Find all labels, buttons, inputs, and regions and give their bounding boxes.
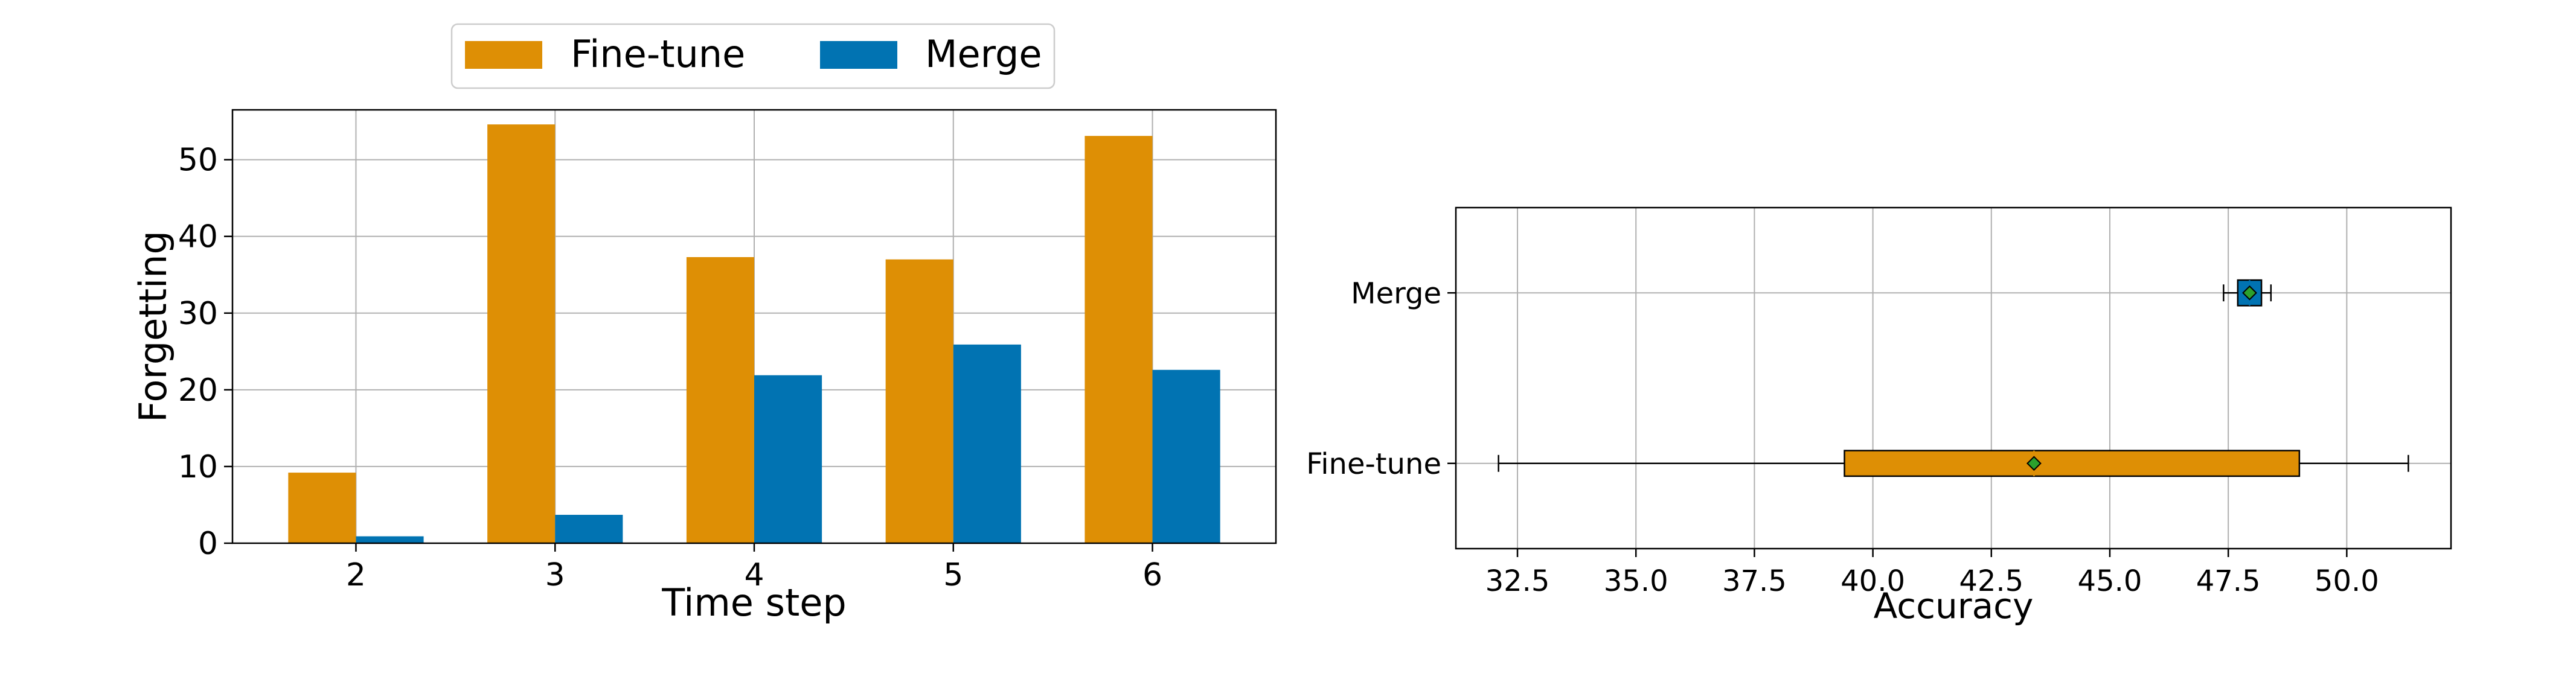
box-plot-x-tick-label: 50.0 bbox=[2315, 564, 2379, 598]
bar-chart-x-tick-label: 4 bbox=[744, 557, 764, 593]
box-plot-frame bbox=[1455, 206, 2452, 550]
bar-finetune-4 bbox=[686, 257, 754, 543]
legend-label-merge: Merge bbox=[925, 32, 1042, 76]
bar-chart-x-tick-label: 2 bbox=[346, 557, 366, 593]
bar-chart-y-tick-label: 50 bbox=[178, 142, 218, 179]
bar-finetune-3 bbox=[487, 124, 556, 543]
bar-chart-y-axis-label: Forgetting bbox=[131, 231, 175, 422]
bar-chart-x-tick-label: 6 bbox=[1142, 557, 1162, 593]
legend-frame bbox=[450, 23, 1056, 89]
box-plot-x-tick-label: 47.5 bbox=[2196, 564, 2261, 598]
bar-chart-y-tick-label: 10 bbox=[178, 449, 218, 485]
legend-swatch-merge bbox=[820, 41, 897, 69]
mean-marker-finetune bbox=[2026, 456, 2042, 471]
box-plot-x-tick-label: 32.5 bbox=[1485, 564, 1550, 598]
forgetting-bar-chart: 0 10 20 30 40 50 2 3 4 5 6 Time step Forgetting F… bbox=[131, 23, 1277, 625]
bar-chart-y-tick-label: 0 bbox=[198, 526, 218, 562]
box-plot-grid bbox=[1456, 208, 2451, 549]
bar-finetune-2 bbox=[288, 473, 356, 543]
box-plot-x-tick-label: 45.0 bbox=[2078, 564, 2142, 598]
box-plot-x-axis-label: Accuracy bbox=[1874, 585, 2034, 626]
bar-chart-x-tick-label: 3 bbox=[545, 557, 565, 593]
bar-chart-legend: Fine-tune Merge bbox=[450, 23, 1056, 89]
box-plot-x-tick-label: 35.0 bbox=[1604, 564, 1668, 598]
bar-chart-y-tick-label: 30 bbox=[178, 296, 218, 332]
bar-chart-y-tick-label: 20 bbox=[178, 372, 218, 409]
box-finetune bbox=[1844, 450, 2301, 477]
bar-merge-2 bbox=[356, 536, 424, 543]
box-plot-y-tick-label: Merge bbox=[1351, 276, 1441, 310]
bar-chart-x-axis-label: Time step bbox=[661, 581, 847, 625]
bar-merge-5 bbox=[953, 344, 1021, 543]
bar-chart-y-ticks: 0 10 20 30 40 50 bbox=[178, 142, 232, 562]
box-plot-x-tick-label: 37.5 bbox=[1722, 564, 1787, 598]
bar-merge-3 bbox=[555, 514, 623, 543]
bar-finetune-6 bbox=[1085, 136, 1153, 543]
box-plot-x-tick-label: 40.0 bbox=[1841, 564, 1905, 598]
legend-swatch-finetune bbox=[465, 41, 542, 69]
bar-merge-4 bbox=[754, 375, 822, 543]
bar-chart-x-ticks: 2 3 4 5 6 bbox=[346, 543, 1162, 593]
bar-merge-6 bbox=[1152, 369, 1220, 543]
legend-label-finetune: Fine-tune bbox=[571, 32, 745, 76]
bar-chart-x-tick-label: 5 bbox=[943, 557, 963, 593]
bar-finetune-5 bbox=[885, 259, 953, 543]
mean-marker-merge bbox=[2242, 285, 2257, 301]
box-plot-x-tick-label: 42.5 bbox=[1959, 564, 2023, 598]
bar-chart-y-tick-label: 40 bbox=[178, 219, 218, 255]
box-plot-boxes bbox=[1498, 279, 2409, 477]
accuracy-box-plot: 32.5 35.0 37.5 40.0 42.5 45.0 47.5 50.0 Fine-tu… bbox=[1306, 206, 2452, 626]
box-plot-x-ticks: 32.5 35.0 37.5 40.0 42.5 45.0 47.5 50.0 bbox=[1485, 549, 2379, 598]
bar-chart-bars bbox=[288, 124, 1220, 543]
box-plot-y-ticks: Fine-tune Merge bbox=[1306, 276, 1456, 481]
box-plot-y-tick-label: Fine-tune bbox=[1306, 447, 1441, 481]
